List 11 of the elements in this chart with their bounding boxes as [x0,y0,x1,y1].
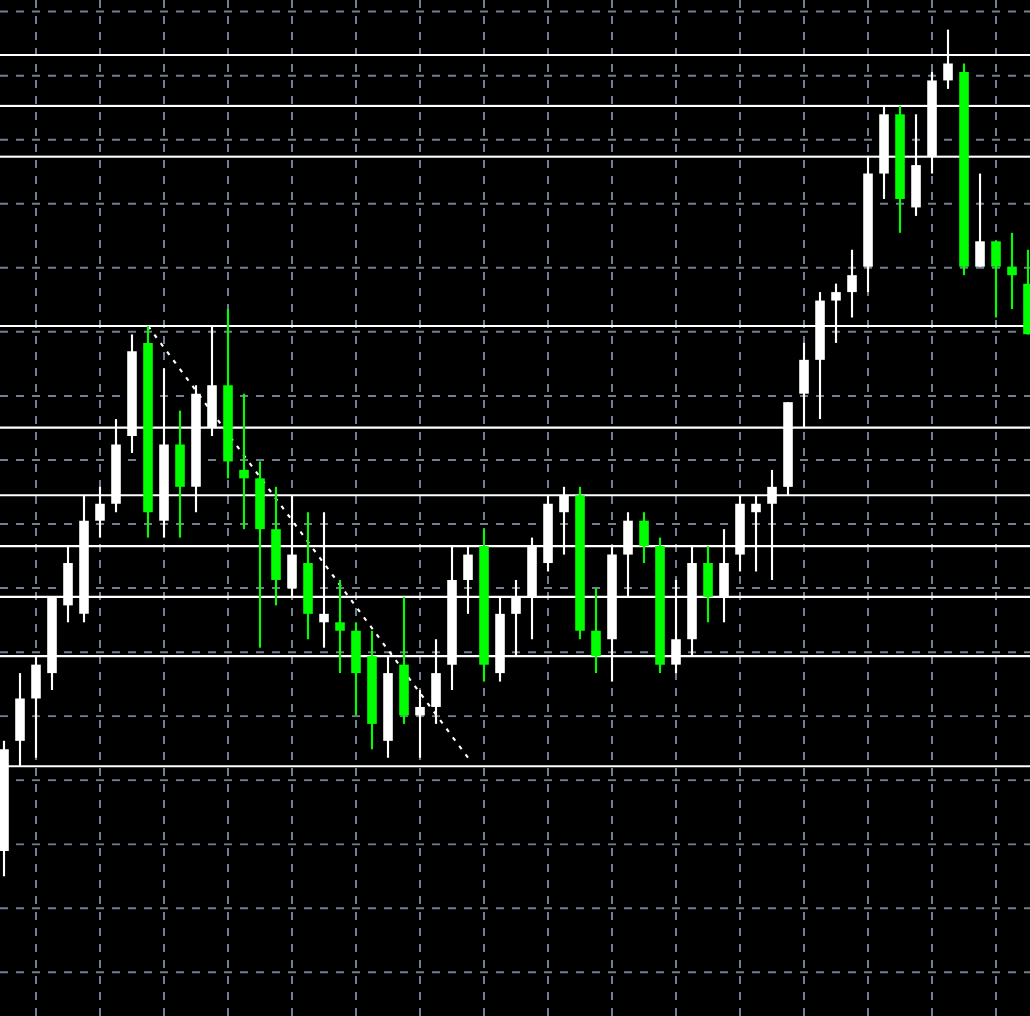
candlestick [991,240,1001,319]
candlestick [703,545,713,624]
candlestick [847,248,857,319]
candlestick [175,409,185,539]
candlestick [975,172,985,268]
candlestick [351,621,361,717]
candlestick [1007,231,1017,311]
candlestick [335,578,345,675]
candlestick [639,511,649,565]
candlestick [591,587,601,675]
candlestick [239,392,249,531]
